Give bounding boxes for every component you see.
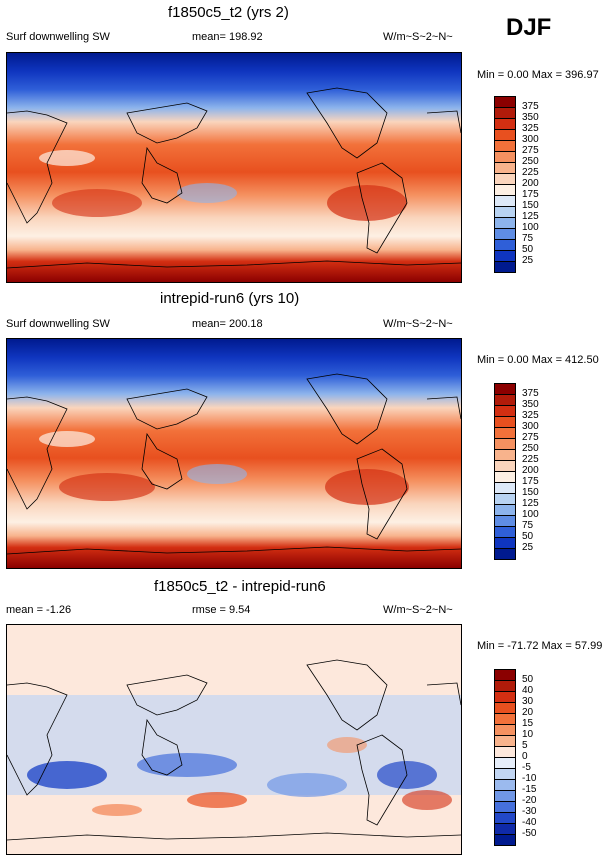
panel-3-coastlines (7, 659, 461, 841)
panel-1-map-svg (7, 53, 461, 282)
colorbar-tick-label: -40 (522, 817, 537, 828)
colorbar-tick-label: 175 (522, 476, 539, 487)
colorbar-tick-label: 300 (522, 134, 539, 145)
panel-2-coastlines (7, 373, 461, 555)
panel-3-units-label: W/m~S~2~N~ (383, 604, 453, 616)
season-label: DJF (506, 14, 552, 41)
colorbar-tick-label: -30 (522, 806, 537, 817)
colorbar-tick-label: 175 (522, 189, 539, 200)
panel-1-mean-label: mean= 198.92 (192, 31, 263, 43)
panel-3-mean-label: mean = -1.26 (6, 604, 72, 616)
colorbar-tick-label: -5 (522, 762, 531, 773)
colorbar-tick-label: 50 (522, 244, 534, 255)
colorbar-tick-label: 100 (522, 509, 539, 520)
panel-3-map-svg (7, 625, 461, 854)
colorbar-tick-label: 200 (522, 178, 539, 189)
colorbar-tick-label: 225 (522, 167, 539, 178)
colorbar-tick-label: 30 (522, 696, 534, 707)
colorbar-tick-label: 325 (522, 123, 539, 134)
colorbar-tick-label: 40 (522, 685, 534, 696)
colorbar-tick-label: 15 (522, 718, 534, 729)
colorbar-tick-label: 25 (522, 542, 534, 553)
panel-1-units-label: W/m~S~2~N~ (383, 31, 453, 43)
colorbar-cell (494, 834, 516, 846)
colorbar-tick-label: 125 (522, 211, 539, 222)
colorbar-tick-label: -20 (522, 795, 537, 806)
colorbar-tick-label: 250 (522, 156, 539, 167)
panel-1-map (6, 52, 462, 283)
panel-2-variable-label: Surf downwelling SW (6, 318, 110, 330)
colorbar-tick-label: 5 (522, 740, 528, 751)
panel-2-map-svg (7, 339, 461, 568)
colorbar-tick-label: 375 (522, 388, 539, 399)
panel-1-variable-label: Surf downwelling SW (6, 31, 110, 43)
colorbar-tick-label: 225 (522, 454, 539, 465)
colorbar-tick-label: -50 (522, 828, 537, 839)
panel-3-rmse-label: rmse = 9.54 (192, 604, 251, 616)
panel-1-coastlines (7, 87, 461, 269)
colorbar-tick-label: 275 (522, 145, 539, 156)
panel-1-title: f1850c5_t2 (yrs 2) (168, 4, 289, 21)
colorbar-tick-label: 100 (522, 222, 539, 233)
colorbar-tick-label: 75 (522, 520, 534, 531)
colorbar-tick-label: 20 (522, 707, 534, 718)
panel-2-minmax-label: Min = 0.00 Max = 412.50 (477, 354, 599, 366)
colorbar-tick-label: -15 (522, 784, 537, 795)
colorbar-tick-label: 200 (522, 465, 539, 476)
colorbar-cell (494, 261, 516, 273)
panel-2-mean-label: mean= 200.18 (192, 318, 263, 330)
colorbar-tick-label: 0 (522, 751, 528, 762)
colorbar-tick-label: -10 (522, 773, 537, 784)
colorbar-tick-label: 50 (522, 674, 534, 685)
panel-2-map (6, 338, 462, 569)
panel-2-units-label: W/m~S~2~N~ (383, 318, 453, 330)
colorbar-tick-label: 150 (522, 487, 539, 498)
colorbar-tick-label: 50 (522, 531, 534, 542)
panel-3-title: f1850c5_t2 - intrepid-run6 (154, 578, 326, 595)
colorbar-tick-label: 150 (522, 200, 539, 211)
colorbar-cell (494, 548, 516, 560)
colorbar-tick-label: 325 (522, 410, 539, 421)
panel-2-title: intrepid-run6 (yrs 10) (160, 290, 300, 307)
colorbar-tick-label: 275 (522, 432, 539, 443)
colorbar-tick-label: 250 (522, 443, 539, 454)
colorbar-tick-label: 375 (522, 101, 539, 112)
panel-3-map (6, 624, 462, 855)
panel-1-minmax-label: Min = 0.00 Max = 396.97 (477, 69, 599, 81)
colorbar-tick-label: 125 (522, 498, 539, 509)
panel-3-minmax-label: Min = -71.72 Max = 57.99 (477, 640, 603, 652)
colorbar-tick-label: 75 (522, 233, 534, 244)
colorbar-tick-label: 350 (522, 399, 539, 410)
colorbar-tick-label: 350 (522, 112, 539, 123)
colorbar-tick-label: 10 (522, 729, 534, 740)
colorbar-tick-label: 25 (522, 255, 534, 266)
colorbar-tick-label: 300 (522, 421, 539, 432)
